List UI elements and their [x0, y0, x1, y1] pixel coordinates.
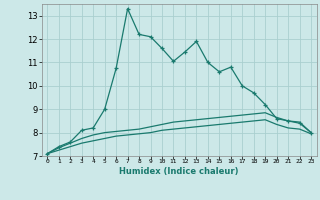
X-axis label: Humidex (Indice chaleur): Humidex (Indice chaleur) — [119, 167, 239, 176]
